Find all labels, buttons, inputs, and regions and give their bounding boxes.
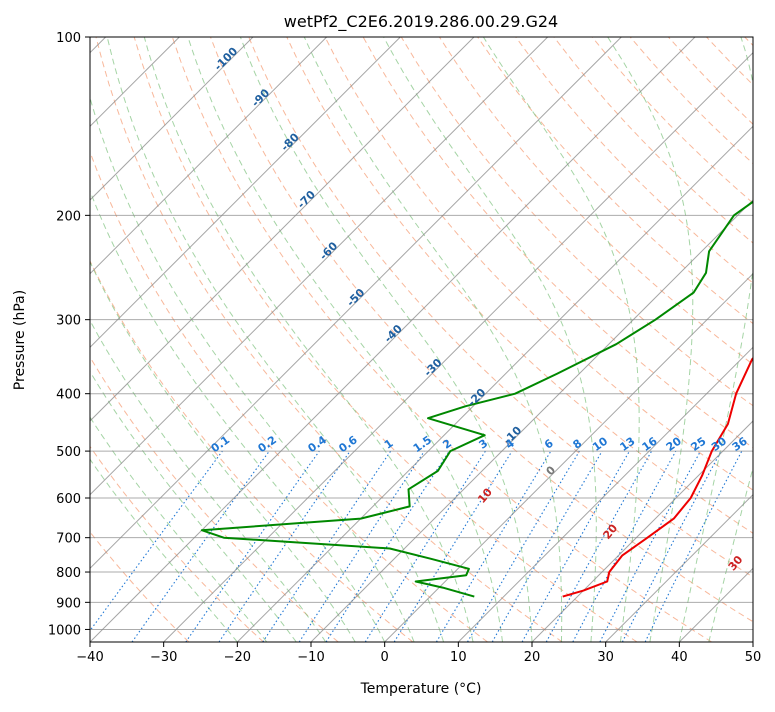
- x-tick-label: 0: [381, 650, 389, 665]
- x-tick-label: −30: [150, 650, 177, 665]
- y-tick-label: 700: [56, 532, 81, 547]
- y-tick-label: 500: [56, 445, 81, 460]
- y-tick-label: 800: [56, 566, 81, 581]
- x-tick-label: 40: [671, 650, 688, 665]
- y-tick-label: 300: [56, 314, 81, 329]
- y-tick-label: 900: [56, 596, 81, 611]
- y-tick-label: 400: [56, 388, 81, 403]
- y-tick-label: 600: [56, 492, 81, 507]
- y-tick-label: 1000: [48, 623, 81, 638]
- x-axis-label: Temperature (°C): [360, 681, 482, 697]
- x-tick-label: 10: [450, 650, 467, 665]
- x-tick-label: 20: [524, 650, 541, 665]
- x-tick-label: 30: [597, 650, 614, 665]
- x-tick-label: −10: [297, 650, 324, 665]
- y-axis-label: Pressure (hPa): [12, 290, 28, 390]
- chart-title: wetPf2_C2E6.2019.286.00.29.G24: [284, 12, 558, 32]
- y-tick-label: 200: [56, 209, 81, 224]
- x-tick-label: 50: [745, 650, 762, 665]
- x-tick-label: −20: [224, 650, 251, 665]
- x-tick-label: −40: [76, 650, 103, 665]
- y-tick-label: 100: [56, 31, 81, 46]
